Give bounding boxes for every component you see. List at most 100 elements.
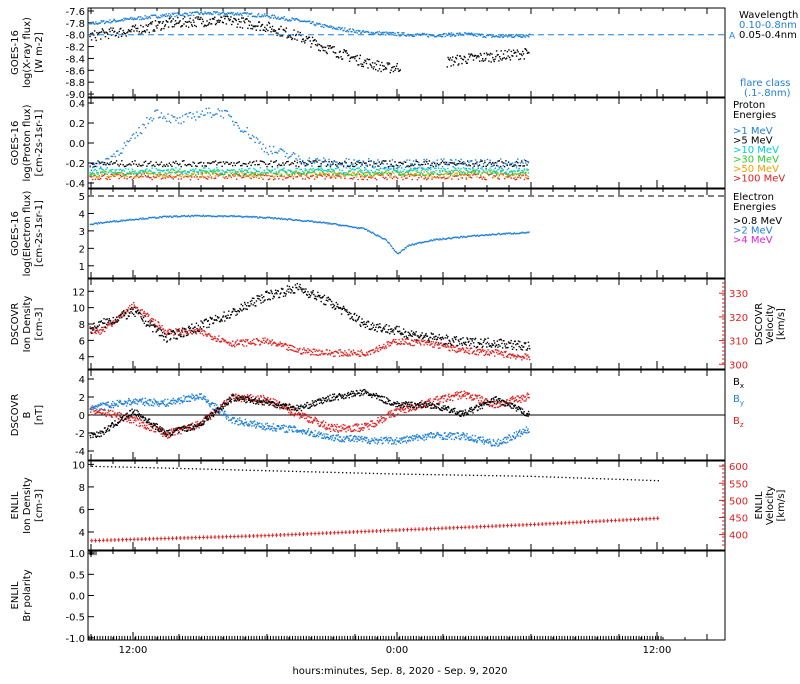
data-point <box>96 172 97 173</box>
data-point <box>361 175 362 176</box>
data-point <box>439 347 440 348</box>
data-point <box>250 341 251 342</box>
data-point <box>145 321 146 322</box>
data-point <box>162 21 163 22</box>
data-point <box>293 152 294 153</box>
data-point <box>232 170 233 171</box>
data-point <box>405 178 406 179</box>
data-point <box>393 248 394 249</box>
data-point <box>326 170 327 171</box>
data-point <box>408 173 409 174</box>
data-point <box>332 28 333 29</box>
data-point <box>451 59 452 60</box>
data-point <box>394 70 395 71</box>
data-point <box>99 32 100 33</box>
data-point <box>211 339 212 340</box>
data-point <box>497 353 498 354</box>
data-point <box>181 176 182 177</box>
data-point <box>270 171 271 172</box>
data-point <box>93 175 94 176</box>
data-point <box>154 177 155 178</box>
data-point <box>159 172 160 173</box>
data-point <box>457 351 458 352</box>
data-point <box>256 300 257 301</box>
data-point <box>479 164 480 165</box>
data-point <box>159 174 160 175</box>
data-point <box>481 166 482 167</box>
data-point <box>454 167 455 168</box>
data-point <box>264 299 265 300</box>
data-point <box>484 162 485 163</box>
data-point <box>419 165 420 166</box>
data-point <box>229 170 230 171</box>
data-point <box>282 176 283 177</box>
data-point <box>201 11 202 12</box>
data-point <box>346 352 347 353</box>
data-point <box>193 22 194 23</box>
data-point <box>119 221 120 222</box>
data-point <box>499 167 500 168</box>
data-point <box>261 16 262 17</box>
data-point <box>369 172 370 173</box>
data-point <box>361 164 362 165</box>
data-point <box>379 347 380 348</box>
data-point <box>114 31 115 32</box>
data-point <box>361 179 362 180</box>
data-point <box>191 170 192 171</box>
data-point <box>408 170 409 171</box>
data-point <box>159 175 160 176</box>
data-point <box>389 242 390 243</box>
data-point <box>157 329 158 330</box>
data-point <box>291 290 292 291</box>
data-point <box>178 122 179 123</box>
data-point <box>289 164 290 165</box>
data-point <box>159 325 160 326</box>
data-point <box>330 171 331 172</box>
data-point <box>351 351 352 352</box>
data-point <box>303 38 304 39</box>
data-point <box>421 172 422 173</box>
data-point <box>429 174 430 175</box>
data-point <box>386 163 387 164</box>
data-point <box>213 322 214 323</box>
data-point <box>215 160 216 161</box>
data-point <box>186 331 187 332</box>
data-point <box>310 175 311 176</box>
data-point <box>187 176 188 177</box>
data-point <box>507 176 508 177</box>
data-point <box>258 298 259 299</box>
data-point <box>175 176 176 177</box>
data-point <box>182 174 183 175</box>
data-point <box>346 355 347 356</box>
data-point <box>179 168 180 169</box>
data-point <box>483 166 484 167</box>
data-point <box>198 116 199 117</box>
data-point <box>141 219 142 220</box>
data-point <box>299 173 300 174</box>
data-point <box>253 174 254 175</box>
data-point <box>479 161 480 162</box>
data-point <box>361 350 362 351</box>
data-point <box>487 159 488 160</box>
data-point <box>449 350 450 351</box>
data-point <box>415 173 416 174</box>
data-point <box>500 171 501 172</box>
data-point <box>385 160 386 161</box>
data-point <box>105 36 106 37</box>
data-point <box>522 51 523 52</box>
data-point <box>326 173 327 174</box>
data-point <box>330 45 331 46</box>
data-point <box>467 173 468 174</box>
data-point <box>257 164 258 165</box>
data-point <box>409 170 410 171</box>
data-point <box>263 340 264 341</box>
data-point <box>240 21 241 22</box>
data-point <box>166 334 167 335</box>
data-point <box>418 167 419 168</box>
data-point <box>241 177 242 178</box>
data-point <box>430 167 431 168</box>
data-point <box>188 15 189 16</box>
data-point <box>113 317 114 318</box>
data-point <box>319 160 320 161</box>
data-point <box>408 172 409 173</box>
